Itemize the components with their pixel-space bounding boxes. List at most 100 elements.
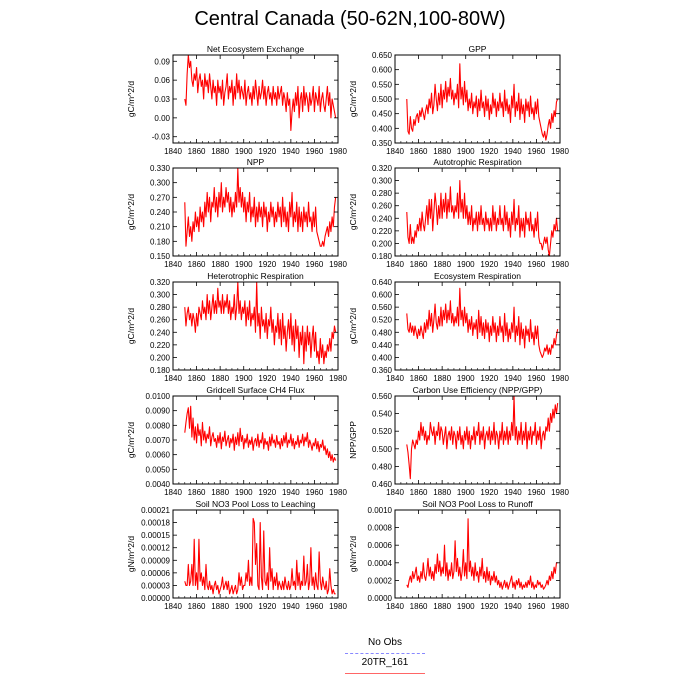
panel-10-ytick-label-5: 0.0010 (368, 506, 393, 515)
panel-4-autotrophic-respiration: Autotrophic Respiration 1840 1860 1880 1900 1… (348, 157, 569, 269)
panel-1-xtick-label-1900: 1900 (235, 147, 253, 156)
panel-1-xtick-label-1960: 1960 (306, 147, 324, 156)
panel-5-xtick-label-1960: 1960 (306, 374, 324, 383)
panel-3-xtick-label-1920: 1920 (258, 260, 276, 269)
panel-7-ytick-label-4: 0.0080 (146, 421, 171, 430)
panel-5-xtick-label-1920: 1920 (258, 374, 276, 383)
panel-1-ytick-label-3: 0.06 (154, 76, 170, 85)
panel-10-xtick-label-1960: 1960 (528, 602, 546, 611)
panel-2-ylabel: gC/m^2/d (348, 81, 358, 117)
panel-8-xtick-label-1900: 1900 (457, 488, 475, 497)
panel-10-ytick-label-2: 0.0004 (368, 559, 393, 568)
panel-4-series-line-1 (406, 180, 559, 257)
panel-2-xtick-label-1940: 1940 (504, 147, 522, 156)
panel-5-ylabel: gC/m^2/d (126, 308, 136, 344)
panel-4-ytick-label-4: 0.260 (372, 202, 393, 211)
panel-4-xtick-label-1860: 1860 (410, 260, 428, 269)
panel-5-ytick-label-6: 0.300 (150, 291, 171, 300)
panel-7-xtick-label-1880: 1880 (211, 488, 229, 497)
panel-6-xtick-label-1920: 1920 (480, 374, 498, 383)
panel-7-ytick-label-1: 0.0050 (146, 465, 171, 474)
panel-3-ytick-label-0: 0.150 (150, 252, 171, 261)
panel-10-ytick-label-4: 0.0008 (368, 524, 393, 533)
panel-3-ytick-label-3: 0.240 (150, 208, 171, 217)
panel-1-ytick-label-0: -0.03 (152, 133, 171, 142)
panel-2-xtick-label-1840: 1840 (386, 147, 404, 156)
panel-6-ytick-label-0: 0.360 (372, 366, 393, 375)
panel-9-xtick-label-1980: 1980 (329, 602, 347, 611)
panel-3-npp: NPP 1840 1860 1880 1900 1920 1940 1960 1980 0.150… (126, 157, 347, 269)
panel-5-title: Heterotrophic Respiration (207, 271, 304, 281)
panel-7-ytick-label-6: 0.0100 (146, 392, 171, 401)
panel-3-ytick-label-5: 0.300 (150, 179, 171, 188)
panel-6-title: Ecosystem Respiration (434, 271, 521, 281)
panel-6-ytick-label-4: 0.520 (372, 316, 393, 325)
panel-6-ytick-label-1: 0.400 (372, 353, 393, 362)
panel-5-ytick-label-5: 0.280 (150, 303, 171, 312)
panel-1-title: Net Ecosystem Exchange (207, 44, 305, 54)
panel-2-xtick-label-1900: 1900 (457, 147, 475, 156)
panel-10-xtick-label-1920: 1920 (480, 602, 498, 611)
legend-line-no-obs (345, 653, 425, 654)
panel-8-xtick-label-1840: 1840 (386, 488, 404, 497)
panel-7-ylabel: gC/m^2/d (126, 422, 136, 458)
panel-6-xtick-label-1900: 1900 (457, 374, 475, 383)
panel-4-xtick-label-1920: 1920 (480, 260, 498, 269)
panel-7-ytick-label-0: 0.0040 (146, 480, 171, 489)
panel-4-ytick-label-6: 0.300 (372, 177, 393, 186)
panel-4-xtick-label-1880: 1880 (433, 260, 451, 269)
panel-9-soil-no3-pool-loss-to-leaching: Soil NO3 Pool Loss to Leaching 1840 1860 18… (126, 499, 347, 611)
panel-3-ytick-label-2: 0.210 (150, 223, 171, 232)
panel-1-ytick-label-2: 0.03 (154, 95, 170, 104)
panel-4-ytick-label-5: 0.280 (372, 189, 393, 198)
legend-line-20tr-161 (345, 673, 425, 674)
panel-3-xtick-label-1940: 1940 (282, 260, 300, 269)
panel-2-frame (394, 54, 561, 144)
panel-9-ytick-label-7: 0.00021 (141, 506, 170, 515)
panel-3-ytick-label-6: 0.330 (150, 164, 171, 173)
panel-10-series-line-1 (406, 518, 558, 590)
panel-1-ytick-label-1: 0.00 (154, 114, 170, 123)
panel-4-ytick-label-3: 0.240 (372, 214, 393, 223)
panel-9-title: Soil NO3 Pool Loss to Leaching (195, 499, 315, 509)
panel-7-xtick-label-1960: 1960 (306, 488, 324, 497)
panel-8-carbon-use-efficiency-npp-gpp: Carbon Use Efficiency (NPP/GPP) 1840 1860 1… (348, 385, 569, 497)
panel-8-ytick-label-1: 0.480 (372, 462, 393, 471)
panel-1-xtick-label-1980: 1980 (329, 147, 347, 156)
panel-3-ylabel: gC/m^2/d (126, 194, 136, 230)
panel-8-ytick-label-5: 0.560 (372, 392, 393, 401)
panel-3-xtick-label-1900: 1900 (235, 260, 253, 269)
panel-9-ytick-label-4: 0.00012 (141, 544, 170, 553)
panel-8-xtick-label-1860: 1860 (410, 488, 428, 497)
panel-1-series-line-1 (184, 54, 337, 131)
panel-3-xtick-label-1980: 1980 (329, 260, 347, 269)
panel-2-ytick-label-3: 0.500 (372, 95, 393, 104)
panel-7-xtick-label-1900: 1900 (235, 488, 253, 497)
panel-10-xtick-label-1860: 1860 (410, 602, 428, 611)
panel-9-xtick-label-1880: 1880 (211, 602, 229, 611)
panel-9-ytick-label-6: 0.00018 (141, 519, 170, 528)
panel-10-xtick-label-1940: 1940 (504, 602, 522, 611)
panel-8-xtick-label-1920: 1920 (480, 488, 498, 497)
panel-1-xtick-label-1880: 1880 (211, 147, 229, 156)
panel-5-xtick-label-1840: 1840 (164, 374, 182, 383)
panel-1-net-ecosystem-exchange: Net Ecosystem Exchange 1840 1860 1880 1900 19… (126, 44, 347, 156)
legend-label-20tr-161: 20TR_161 (361, 657, 409, 668)
panel-7-ytick-label-3: 0.0070 (146, 436, 171, 445)
panel-7-title: Gridcell Surface CH4 Flux (206, 385, 305, 395)
panel-2-xtick-label-1860: 1860 (410, 147, 428, 156)
panel-5-ytick-label-2: 0.220 (150, 341, 171, 350)
panel-8-ytick-label-4: 0.540 (372, 410, 393, 419)
panel-4-xtick-label-1900: 1900 (457, 260, 475, 269)
panel-2-ytick-label-1: 0.400 (372, 124, 393, 133)
panel-10-ylabel: gN/m^2/d (348, 536, 358, 572)
panel-2-series-line-1 (406, 63, 559, 141)
panel-8-xtick-label-1960: 1960 (528, 488, 546, 497)
panel-4-ytick-label-0: 0.180 (372, 252, 393, 261)
panel-10-xtick-label-1980: 1980 (551, 602, 569, 611)
panel-3-xtick-label-1860: 1860 (188, 260, 206, 269)
panel-5-xtick-label-1900: 1900 (235, 374, 253, 383)
panel-6-ecosystem-respiration: Ecosystem Respiration 1840 1860 1880 1900 192… (348, 271, 569, 383)
panel-7-xtick-label-1980: 1980 (329, 488, 347, 497)
panel-3-xtick-label-1840: 1840 (164, 260, 182, 269)
